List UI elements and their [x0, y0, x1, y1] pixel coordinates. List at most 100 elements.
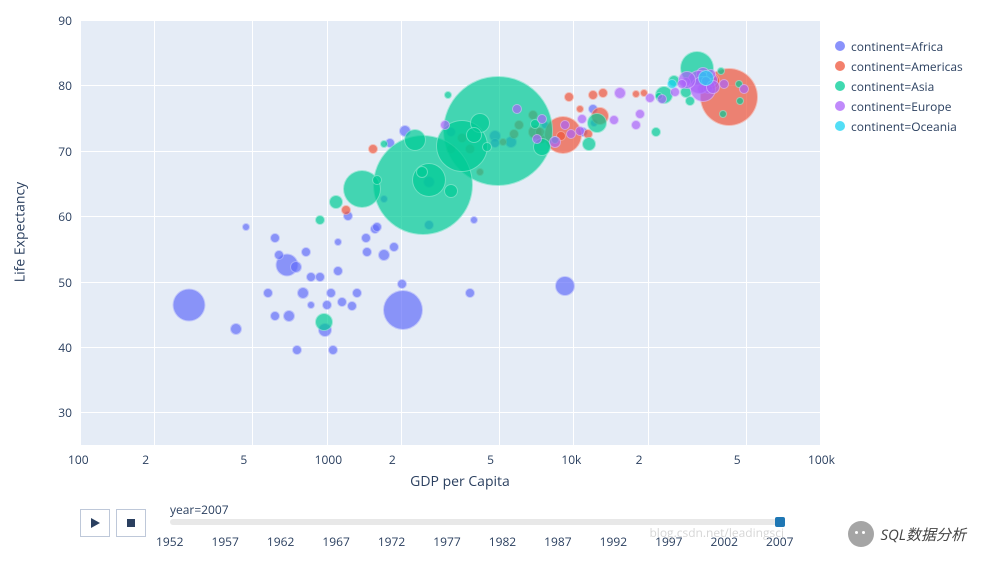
- bubble-africa[interactable]: [301, 247, 311, 257]
- slider-step-label[interactable]: 1982: [489, 533, 516, 550]
- bubble-africa[interactable]: [389, 242, 399, 252]
- bubble-asia[interactable]: [404, 129, 426, 151]
- bubble-africa[interactable]: [328, 345, 338, 355]
- bubble-africa[interactable]: [362, 247, 372, 257]
- bubble-europe[interactable]: [560, 120, 570, 130]
- slider-step-label[interactable]: 1977: [433, 533, 460, 550]
- bubble-asia[interactable]: [717, 67, 725, 75]
- bubble-europe[interactable]: [532, 134, 542, 144]
- bubble-asia[interactable]: [482, 142, 492, 152]
- bubble-africa[interactable]: [361, 233, 371, 243]
- bubble-americas[interactable]: [576, 105, 584, 113]
- bubble-africa[interactable]: [230, 323, 242, 335]
- bubble-asia[interactable]: [315, 313, 333, 331]
- bubble-africa[interactable]: [555, 276, 575, 296]
- bubble-africa[interactable]: [337, 297, 347, 307]
- legend-item[interactable]: continent=Asia: [835, 78, 963, 94]
- bubble-africa[interactable]: [383, 290, 423, 330]
- bubble-americas[interactable]: [368, 144, 378, 154]
- watermark-text: blog.csdn.net/leadingsci: [649, 524, 784, 541]
- legend-item[interactable]: continent=Oceania: [835, 118, 963, 134]
- bubble-europe[interactable]: [719, 79, 729, 89]
- bubble-europe[interactable]: [631, 120, 641, 130]
- bubble-africa[interactable]: [333, 266, 343, 276]
- bubble-europe[interactable]: [739, 84, 749, 94]
- bubble-europe[interactable]: [609, 115, 619, 125]
- bubble-europe[interactable]: [577, 114, 587, 124]
- bubble-africa[interactable]: [173, 289, 206, 322]
- bubble-europe[interactable]: [645, 93, 655, 103]
- bubble-europe[interactable]: [440, 120, 450, 130]
- brand-text: SQL数据分析: [880, 524, 966, 545]
- bubble-africa[interactable]: [297, 287, 309, 299]
- bubble-africa[interactable]: [378, 249, 390, 261]
- bubble-africa[interactable]: [352, 288, 362, 298]
- play-button[interactable]: [80, 509, 110, 537]
- slider-step-label[interactable]: 1957: [211, 533, 238, 550]
- bubble-oceania[interactable]: [667, 79, 677, 89]
- legend[interactable]: continent=Africa continent=Americas contin…: [835, 38, 963, 138]
- bubble-asia[interactable]: [380, 140, 388, 148]
- legend-item[interactable]: continent=Europe: [835, 98, 963, 114]
- bubble-asia[interactable]: [651, 127, 661, 137]
- bubble-africa[interactable]: [283, 310, 295, 322]
- bubble-europe[interactable]: [512, 104, 522, 114]
- bubble-africa[interactable]: [306, 272, 316, 282]
- bubble-africa[interactable]: [307, 301, 315, 309]
- bubble-europe[interactable]: [614, 87, 626, 99]
- bubble-africa[interactable]: [270, 233, 280, 243]
- x-tick-label: 100: [68, 451, 89, 468]
- bubble-asia[interactable]: [736, 97, 744, 105]
- slider-step-label[interactable]: 1987: [544, 533, 571, 550]
- slider-step-label[interactable]: 1967: [322, 533, 349, 550]
- bubble-europe[interactable]: [677, 79, 687, 89]
- bubble-africa[interactable]: [470, 216, 478, 224]
- bubble-asia[interactable]: [416, 166, 428, 178]
- slider-step-label[interactable]: 1952: [156, 533, 183, 550]
- bubble-africa[interactable]: [274, 250, 284, 260]
- bubble-asia[interactable]: [587, 113, 607, 133]
- legend-item[interactable]: continent=Africa: [835, 38, 963, 54]
- bubble-europe[interactable]: [549, 136, 561, 148]
- legend-item[interactable]: continent=Americas: [835, 58, 963, 74]
- bubble-europe[interactable]: [657, 94, 667, 104]
- bubble-asia[interactable]: [582, 137, 596, 151]
- bubble-americas[interactable]: [598, 88, 608, 98]
- bubble-africa[interactable]: [292, 345, 302, 355]
- slider-step-label[interactable]: 1972: [378, 533, 405, 550]
- bubble-asia[interactable]: [719, 110, 727, 118]
- bubble-asia[interactable]: [466, 127, 482, 143]
- bubble-asia[interactable]: [444, 91, 452, 99]
- bubble-europe[interactable]: [566, 129, 576, 139]
- bubble-asia[interactable]: [329, 195, 343, 209]
- bubble-oceania[interactable]: [698, 70, 714, 86]
- bubble-africa[interactable]: [326, 288, 336, 298]
- bubble-africa[interactable]: [334, 238, 342, 246]
- bubble-europe[interactable]: [635, 109, 645, 119]
- bubble-africa[interactable]: [263, 288, 273, 298]
- bubble-africa[interactable]: [465, 288, 475, 298]
- bubble-europe[interactable]: [575, 126, 585, 136]
- bubble-asia[interactable]: [315, 215, 325, 225]
- x-gridline: [401, 20, 402, 445]
- bubble-africa[interactable]: [270, 311, 280, 321]
- bubble-africa[interactable]: [290, 261, 302, 273]
- bubble-europe[interactable]: [537, 114, 547, 124]
- slider-step-label[interactable]: 1962: [267, 533, 294, 550]
- bubble-africa[interactable]: [372, 222, 382, 232]
- bubble-americas[interactable]: [564, 92, 574, 102]
- stop-button[interactable]: [116, 509, 146, 537]
- bubble-africa[interactable]: [347, 301, 357, 311]
- bubble-asia[interactable]: [372, 175, 382, 185]
- bubble-africa[interactable]: [397, 279, 407, 289]
- bubble-asia[interactable]: [444, 184, 458, 198]
- y-gridline: [80, 282, 820, 283]
- bubble-africa[interactable]: [315, 272, 325, 282]
- legend-marker: [835, 101, 845, 111]
- x-gridline: [820, 20, 821, 445]
- bubble-americas[interactable]: [588, 90, 598, 100]
- bubble-africa[interactable]: [242, 223, 250, 231]
- bubble-americas[interactable]: [341, 205, 351, 215]
- slider-step-label[interactable]: 1992: [600, 533, 627, 550]
- bubble-africa[interactable]: [322, 300, 332, 310]
